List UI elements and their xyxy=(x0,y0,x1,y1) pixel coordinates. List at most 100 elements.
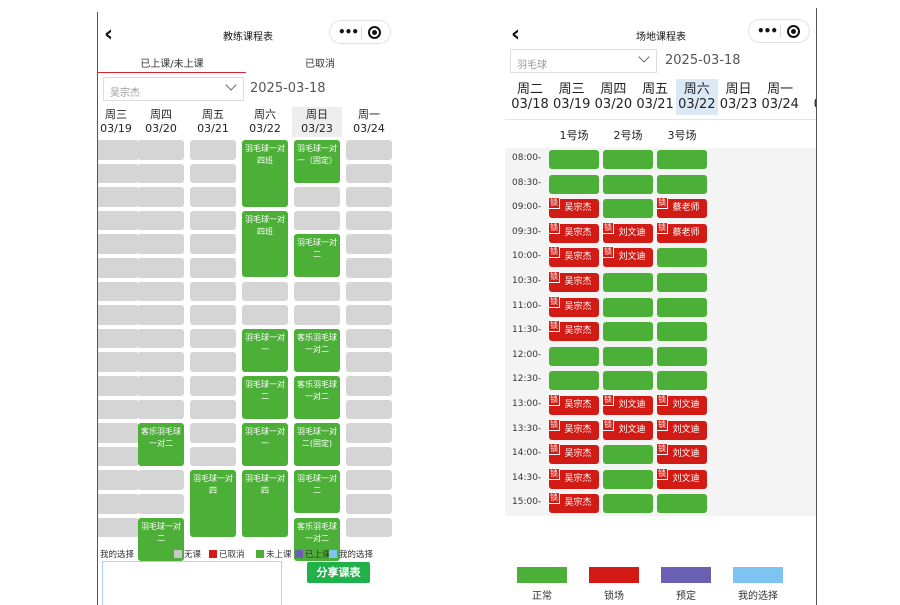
day-header-周二[interactable]: 周二 03/18 xyxy=(509,79,551,115)
class-block[interactable]: 客乐羽毛球一对二 xyxy=(294,328,340,372)
day-header-周一[interactable]: 周一 03/24 xyxy=(759,79,801,115)
open-slot[interactable] xyxy=(603,469,653,489)
locked-slot[interactable]: 锁蔡老师 xyxy=(656,221,707,243)
open-slot[interactable] xyxy=(549,371,599,391)
open-slot[interactable] xyxy=(603,494,653,514)
more-icon[interactable]: ••• xyxy=(757,24,778,38)
mini-program-capsule[interactable]: ••• xyxy=(329,20,391,44)
schedule-cell-empty[interactable] xyxy=(138,234,184,254)
schedule-cell-empty[interactable] xyxy=(98,470,139,490)
class-block[interactable]: 客乐羽毛球一对二 xyxy=(294,376,340,420)
schedule-cell-empty[interactable] xyxy=(346,140,392,160)
schedule-cell-empty[interactable] xyxy=(346,470,392,490)
schedule-cell-empty[interactable] xyxy=(138,210,184,231)
schedule-cell-empty[interactable] xyxy=(138,305,184,325)
open-slot[interactable] xyxy=(657,248,707,268)
sport-select[interactable]: 羽毛球 xyxy=(510,49,657,73)
locked-slot[interactable]: 锁刘文迪 xyxy=(656,443,707,465)
selection-textarea[interactable] xyxy=(102,561,282,605)
date-display[interactable]: 2025-03-18 xyxy=(665,53,741,68)
locked-slot[interactable]: 锁吴宗杰 xyxy=(548,295,599,317)
class-block[interactable]: 羽毛球一对四 xyxy=(242,470,288,538)
locked-slot[interactable]: 锁吴宗杰 xyxy=(548,221,599,243)
locked-slot[interactable]: 锁刘文迪 xyxy=(656,394,707,415)
day-header-周[interactable]: 周03 xyxy=(801,79,816,115)
locked-slot[interactable]: 锁吴宗杰 xyxy=(548,246,599,268)
schedule-cell-empty[interactable] xyxy=(294,210,340,231)
open-slot[interactable] xyxy=(603,445,653,465)
open-slot[interactable] xyxy=(657,371,707,391)
locked-slot[interactable]: 锁吴宗杰 xyxy=(548,271,599,292)
schedule-cell-empty[interactable] xyxy=(98,187,139,207)
day-header-03-21[interactable]: 周五 03/21 xyxy=(188,107,238,137)
schedule-cell-empty[interactable] xyxy=(242,305,288,325)
schedule-cell-empty[interactable] xyxy=(98,446,139,467)
schedule-cell-empty[interactable] xyxy=(138,163,184,184)
schedule-cell-empty[interactable] xyxy=(346,352,392,372)
schedule-cell-empty[interactable] xyxy=(138,352,184,372)
open-slot[interactable] xyxy=(603,322,653,342)
mini-program-capsule[interactable]: ••• xyxy=(748,19,810,43)
schedule-cell-empty[interactable] xyxy=(346,210,392,231)
schedule-cell-empty[interactable] xyxy=(190,234,236,254)
tab-attended[interactable]: 已上课/未上课 xyxy=(140,59,204,70)
day-header-周日[interactable]: 周日 03/23 xyxy=(718,79,760,115)
chevron-left-icon[interactable]: ‹ xyxy=(104,22,114,47)
schedule-cell-empty[interactable] xyxy=(138,187,184,207)
open-slot[interactable] xyxy=(657,346,707,366)
schedule-cell-empty[interactable] xyxy=(190,352,236,372)
class-block[interactable]: 客乐羽毛球一对二 xyxy=(138,423,184,467)
more-icon[interactable]: ••• xyxy=(338,25,359,39)
day-header-03-24[interactable]: 周一 03/24 xyxy=(344,107,394,137)
day-header-周三[interactable]: 周三 03/19 xyxy=(551,79,593,115)
open-slot[interactable] xyxy=(657,174,707,194)
open-slot[interactable] xyxy=(657,273,707,292)
open-slot[interactable] xyxy=(549,150,599,169)
open-slot[interactable] xyxy=(603,371,653,391)
coach-select[interactable]: 吴宗杰 xyxy=(103,77,244,101)
close-miniprogram-icon[interactable] xyxy=(368,26,381,39)
schedule-cell-empty[interactable] xyxy=(98,281,139,302)
day-header-03-23[interactable]: 周日 03/23 xyxy=(292,107,342,137)
schedule-cell-empty[interactable] xyxy=(98,163,139,184)
schedule-cell-empty[interactable] xyxy=(98,494,139,514)
locked-slot[interactable]: 锁刘文迪 xyxy=(602,394,653,415)
open-slot[interactable] xyxy=(657,150,707,169)
class-block[interactable]: 羽毛球一对二 xyxy=(242,376,288,420)
day-header-03-20[interactable]: 周四 03/20 xyxy=(136,107,186,137)
schedule-cell-empty[interactable] xyxy=(294,281,340,302)
schedule-cell-empty[interactable] xyxy=(346,305,392,325)
chevron-left-icon[interactable]: ‹ xyxy=(511,22,521,47)
locked-slot[interactable]: 锁吴宗杰 xyxy=(548,418,599,440)
schedule-cell-empty[interactable] xyxy=(138,328,184,349)
schedule-cell-empty[interactable] xyxy=(190,376,236,396)
locked-slot[interactable]: 锁吴宗杰 xyxy=(548,492,599,514)
schedule-cell-empty[interactable] xyxy=(346,234,392,254)
schedule-cell-empty[interactable] xyxy=(138,376,184,396)
day-header-周四[interactable]: 周四 03/20 xyxy=(592,79,634,115)
schedule-cell-empty[interactable] xyxy=(190,187,236,207)
class-block[interactable]: 羽毛球一对一 xyxy=(242,423,288,467)
day-header-03-19[interactable]: 周三 03/19 xyxy=(98,107,141,137)
locked-slot[interactable]: 锁刘文迪 xyxy=(602,246,653,268)
schedule-cell-empty[interactable] xyxy=(138,494,184,514)
class-block[interactable]: 羽毛球一对一（固定） xyxy=(294,140,340,184)
schedule-cell-empty[interactable] xyxy=(190,328,236,349)
class-block[interactable]: 羽毛球一对二 xyxy=(294,470,340,514)
open-slot[interactable] xyxy=(549,346,599,366)
open-slot[interactable] xyxy=(549,174,599,194)
locked-slot[interactable]: 锁蔡老师 xyxy=(656,197,707,219)
schedule-cell-empty[interactable] xyxy=(190,258,236,278)
schedule-cell-empty[interactable] xyxy=(190,423,236,443)
close-miniprogram-icon[interactable] xyxy=(787,25,800,38)
locked-slot[interactable]: 锁吴宗杰 xyxy=(548,197,599,219)
schedule-cell-empty[interactable] xyxy=(138,399,184,420)
schedule-cell-empty[interactable] xyxy=(98,210,139,231)
locked-slot[interactable]: 锁刘文迪 xyxy=(602,221,653,243)
day-header-03-22[interactable]: 周六 03/22 xyxy=(240,107,290,137)
schedule-cell-empty[interactable] xyxy=(98,328,139,349)
schedule-cell-empty[interactable] xyxy=(346,399,392,420)
schedule-cell-empty[interactable] xyxy=(138,470,184,490)
open-slot[interactable] xyxy=(603,273,653,292)
schedule-cell-empty[interactable] xyxy=(190,446,236,467)
